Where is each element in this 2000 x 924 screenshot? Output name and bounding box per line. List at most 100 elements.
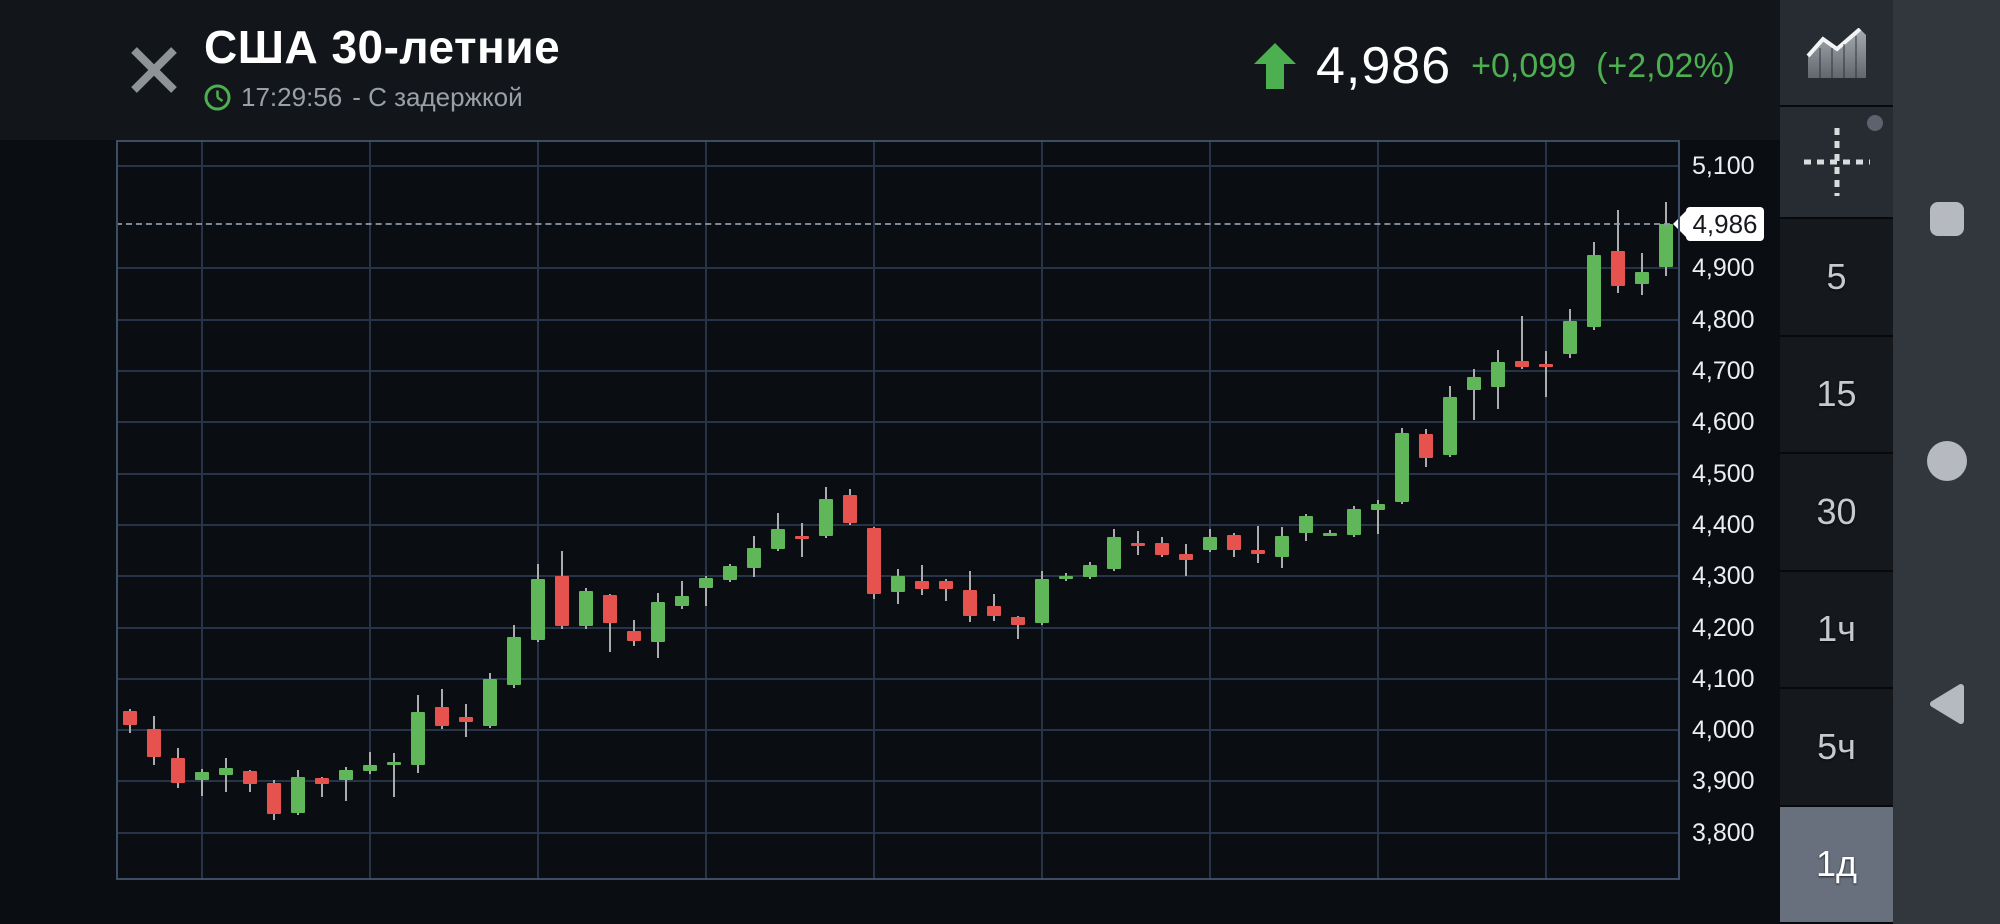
candle — [507, 636, 521, 685]
candle-wick — [1257, 525, 1259, 564]
candle-wick — [681, 581, 683, 609]
candle — [1059, 576, 1073, 580]
candle — [195, 771, 209, 780]
candle — [1515, 360, 1529, 367]
y-gridline — [116, 318, 1680, 321]
y-axis-label: 4,800 — [1692, 305, 1755, 334]
y-axis-label: 4,600 — [1692, 408, 1755, 437]
y-axis-label: 3,900 — [1692, 767, 1755, 796]
candle — [459, 716, 473, 722]
candle — [1659, 224, 1673, 267]
candle — [1203, 536, 1217, 550]
candle — [123, 711, 137, 725]
timeframe-1ч[interactable]: 1ч — [1780, 571, 1893, 689]
candle-wick — [393, 753, 395, 797]
candle — [1251, 550, 1265, 555]
home-button[interactable] — [1893, 441, 2000, 481]
candle — [1587, 254, 1601, 327]
candle — [651, 601, 665, 642]
candle — [915, 581, 929, 589]
candle — [1035, 578, 1049, 624]
candle-wick — [201, 769, 203, 796]
price-change-percent: (+2,02%) — [1596, 46, 1735, 85]
candle — [891, 576, 905, 592]
y-axis-label: 4,200 — [1692, 613, 1755, 642]
x-gridline — [1545, 140, 1547, 880]
candle — [771, 528, 785, 549]
delay-note: - С задержкой — [352, 82, 523, 112]
x-gridline — [201, 140, 203, 880]
y-gridline — [116, 421, 1680, 424]
candle — [1323, 533, 1337, 537]
page-title: США 30-летние — [204, 21, 561, 73]
y-axis-label: 4,700 — [1692, 356, 1755, 385]
back-button[interactable] — [1893, 684, 2000, 724]
up-arrow-icon — [1254, 43, 1296, 89]
candle — [1419, 433, 1433, 458]
candle — [1539, 363, 1553, 367]
candle — [411, 712, 425, 766]
y-gridline — [116, 267, 1680, 270]
candle — [1107, 536, 1121, 569]
timeframe-5ч[interactable]: 5ч — [1780, 689, 1893, 807]
y-gridline — [116, 523, 1680, 526]
timeframe-list: 5 15 30 1ч 5ч 1д — [1780, 219, 1893, 924]
candle — [723, 566, 737, 580]
candle-wick — [801, 522, 803, 557]
current-price-line — [116, 223, 1680, 226]
candle — [747, 548, 761, 569]
candle — [1563, 320, 1577, 354]
y-gridline — [116, 677, 1680, 680]
candle-wick — [369, 752, 371, 774]
candle — [387, 761, 401, 765]
crosshair-indicator-dot — [1867, 115, 1883, 131]
candle-wick — [921, 564, 923, 595]
candle — [1179, 554, 1193, 561]
current-price-tag: 4,986 — [1673, 207, 1764, 242]
candle-wick — [1377, 499, 1379, 534]
x-gridline — [1041, 140, 1043, 880]
candle — [1131, 542, 1145, 546]
candle-wick — [1545, 350, 1547, 397]
candle-wick — [345, 767, 347, 802]
candle — [939, 581, 953, 589]
x-gridline — [705, 140, 707, 880]
recent-apps-button[interactable] — [1893, 202, 2000, 236]
candle — [1227, 534, 1241, 551]
candle — [1611, 250, 1625, 286]
timeframe-30[interactable]: 30 — [1780, 454, 1893, 572]
close-button[interactable] — [128, 44, 180, 96]
candle-wick — [1185, 543, 1187, 577]
crosshair-button[interactable] — [1780, 107, 1893, 219]
y-axis-label: 4,300 — [1692, 562, 1755, 591]
y-gridline — [116, 472, 1680, 475]
area-chart-icon — [1806, 27, 1866, 78]
timeframe-15[interactable]: 15 — [1780, 336, 1893, 454]
candle-wick — [705, 576, 707, 607]
candle — [147, 729, 161, 757]
candle — [243, 771, 257, 785]
candle — [1155, 542, 1169, 556]
android-navbar — [1893, 0, 2000, 924]
candle — [1299, 515, 1313, 534]
candle — [819, 499, 833, 536]
candle — [987, 605, 1001, 617]
candle — [1443, 396, 1457, 455]
candle — [435, 707, 449, 727]
candle — [1275, 535, 1289, 558]
candle — [219, 768, 233, 776]
candle — [1467, 376, 1481, 391]
back-icon — [1929, 684, 1964, 724]
timeframe-1д[interactable]: 1д — [1780, 806, 1893, 924]
candle-wick — [1521, 316, 1523, 369]
close-icon — [131, 47, 177, 93]
plot-border — [116, 140, 1680, 880]
x-gridline — [1209, 140, 1211, 880]
candle — [1371, 503, 1385, 511]
candlestick-chart[interactable]: 5,100 4,900 4,800 4,700 4,600 4,500 4,400 4,300… — [0, 140, 1780, 924]
chart-style-button[interactable] — [1780, 0, 1893, 107]
candle — [963, 589, 977, 616]
candle — [1635, 271, 1649, 284]
timeframe-5[interactable]: 5 — [1780, 219, 1893, 337]
candle-wick — [321, 777, 323, 797]
